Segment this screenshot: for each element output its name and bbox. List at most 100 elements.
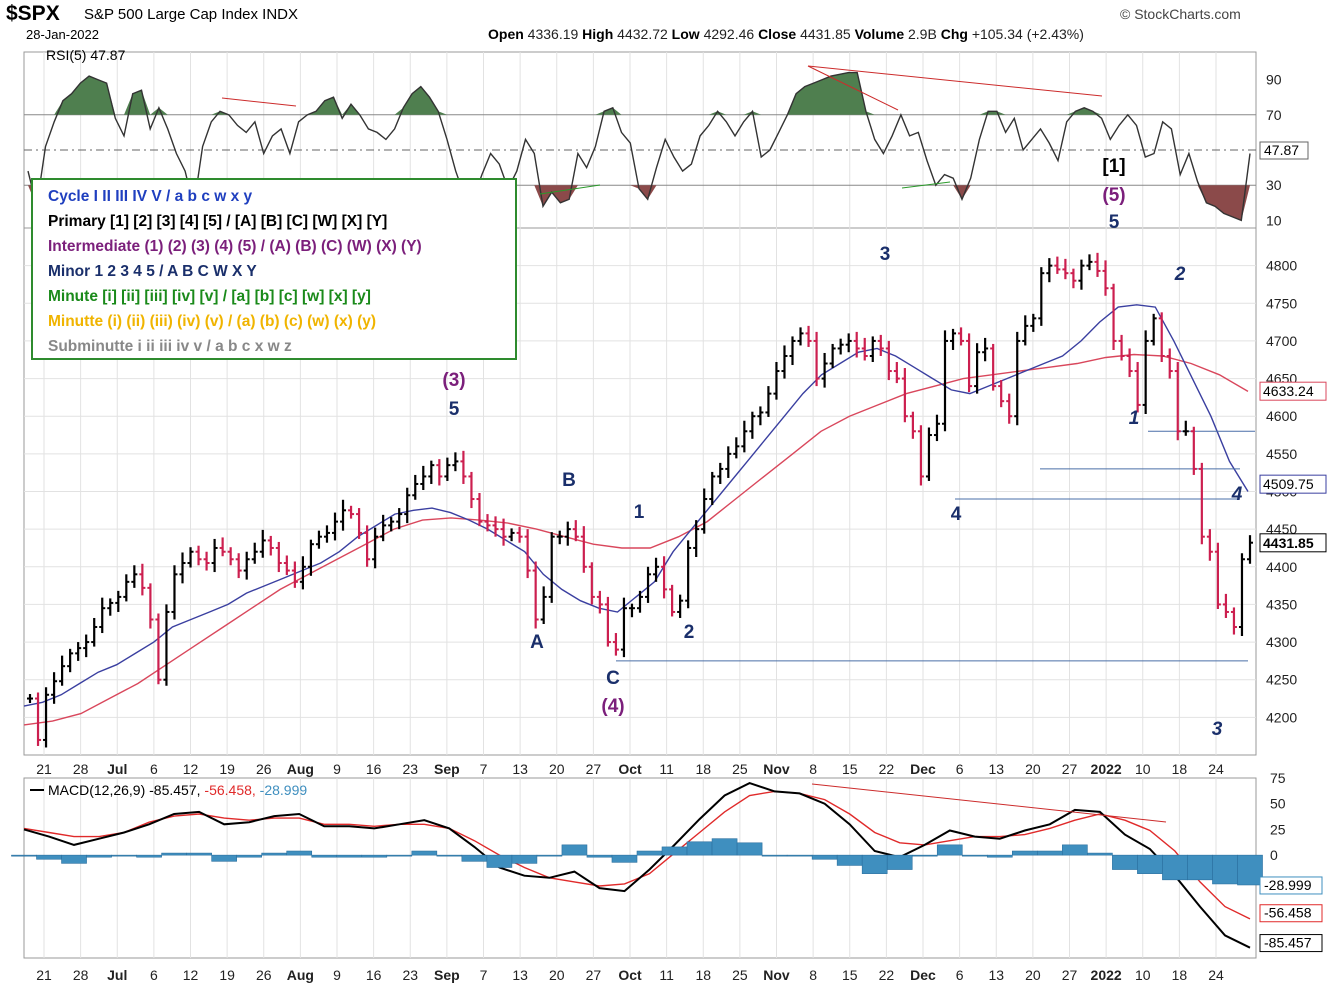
x-tick-label: 7: [480, 761, 488, 777]
x-tick-label: 2022: [1091, 967, 1122, 983]
rsi-tick-label: 30: [1266, 177, 1282, 193]
macd-histogram-bar: [236, 854, 262, 858]
x-tick-label: 21: [36, 761, 52, 777]
low-label: Low: [671, 26, 700, 42]
wave-legend: Cycle I II III IV V / a b c w x y Primar…: [31, 178, 517, 360]
x-tick-label: Dec: [910, 967, 936, 983]
chg-label: Chg: [940, 26, 968, 42]
x-tick-label: 25: [732, 967, 748, 983]
x-tick-label: Sep: [434, 761, 460, 777]
x-tick-label: 22: [879, 967, 895, 983]
x-tick-label: 12: [183, 761, 199, 777]
x-tick-label: 16: [366, 761, 382, 777]
macd-histogram-bar: [636, 850, 663, 856]
wave-label: 5: [449, 399, 460, 420]
x-tick-label: 22: [879, 761, 895, 777]
x-tick-label: 27: [1062, 761, 1078, 777]
rsi-tick-label: 90: [1266, 72, 1282, 88]
x-tick-label: 26: [256, 967, 272, 983]
x-tick-label: 11: [659, 967, 674, 983]
chg-value: +105.34 (+2.43%): [971, 26, 1084, 42]
price-tag: 4633.24: [1263, 383, 1314, 399]
close-value: 4431.85: [800, 26, 851, 42]
legend-minutte: Minutte (i) (ii) (iii) (iv) (v) / (a) (b…: [48, 313, 377, 330]
macd-histogram-bar: [186, 852, 212, 856]
volume-label: Volume: [854, 26, 905, 42]
x-tick-label: 21: [36, 967, 52, 983]
wave-label: 2: [1174, 264, 1186, 285]
x-tick-label: 13: [512, 967, 528, 983]
x-tick-label: 6: [150, 761, 158, 777]
macd-histogram-bar: [1137, 854, 1163, 874]
wave-label: 4: [951, 504, 962, 525]
chart-date: 28-Jan-2022: [26, 27, 99, 42]
x-tick-label: 18: [695, 761, 711, 777]
macd-line: [23, 782, 1251, 949]
macd-histogram-bar: [386, 854, 413, 857]
x-tick-label: 13: [988, 967, 1004, 983]
macd-histogram-bar: [911, 854, 938, 857]
price-tick-label: 4600: [1266, 408, 1297, 424]
legend-minor: Minor 1 2 3 4 5 / A B C W X Y: [48, 263, 257, 280]
x-tick-label: 2022: [1091, 761, 1122, 777]
rsi-tick-label: 10: [1266, 212, 1282, 228]
x-tick-label: Dec: [910, 761, 936, 777]
x-tick-label: 13: [512, 761, 528, 777]
price-tick-label: 4400: [1266, 559, 1297, 575]
price-tick-label: 4200: [1266, 709, 1297, 725]
x-tick-label: Oct: [618, 967, 642, 983]
x-tick-label: 23: [402, 967, 418, 983]
macd-tick-label: 25: [1270, 821, 1286, 837]
macd-histogram-bar: [361, 854, 388, 858]
x-tick-label: 24: [1208, 967, 1224, 983]
rsi-line: [27, 71, 1251, 222]
macd-histogram-bar: [936, 844, 963, 856]
macd-tag-box: [1259, 876, 1323, 895]
x-tick-label: 11: [659, 761, 674, 777]
macd-histogram-bar: [1037, 850, 1063, 856]
legend-minute: Minute [i] [ii] [iii] [iv] [v] / [a] [b]…: [48, 288, 371, 305]
macd-tag-box: [1259, 934, 1323, 953]
x-tick-label: 20: [549, 761, 565, 777]
x-tick-label: 9: [333, 967, 341, 983]
x-tick-label: Aug: [287, 967, 314, 983]
macd-tag: -85.457: [1264, 935, 1312, 951]
macd-histogram-bar: [11, 854, 37, 857]
macd-histogram-bar: [411, 850, 438, 856]
macd-histogram-bar: [986, 854, 1013, 858]
x-tick-label: 10: [1135, 761, 1151, 777]
wave-label: 3: [1212, 719, 1223, 740]
x-tick-label: 18: [1172, 967, 1188, 983]
macd-frame: [23, 777, 1257, 959]
macd-histogram-bar: [161, 852, 187, 856]
macd-histogram-bar: [961, 854, 988, 857]
x-tick-label: 15: [842, 967, 858, 983]
macd-histogram-bar: [761, 854, 788, 857]
macd-signal-line: [23, 790, 1251, 920]
macd-histogram-bar: [686, 841, 713, 856]
legend-subminutte: Subminutte i ii iii iv v / a b c x w z: [48, 338, 292, 355]
x-tick-label: 27: [1062, 967, 1078, 983]
x-tick-label: Nov: [763, 967, 790, 983]
legend-intermediate: Intermediate (1) (2) (3) (4) (5) / (A) (…: [48, 238, 422, 255]
chart-lines: [23, 65, 1255, 949]
x-tick-label: 19: [219, 761, 235, 777]
macd-tag: -28.999: [1264, 877, 1312, 893]
macd-tick-label: 0: [1270, 847, 1278, 863]
x-tick-label: Jul: [107, 967, 127, 983]
macd-histogram-bar: [311, 854, 338, 858]
macd-histogram-bar: [861, 854, 888, 874]
price-tag-box: [1259, 381, 1327, 401]
x-tick-label: 27: [586, 761, 602, 777]
x-tick-label: 16: [366, 967, 382, 983]
x-tick-label: 25: [732, 761, 748, 777]
macd-histogram-bar: [1187, 854, 1213, 881]
x-tick-label: 6: [150, 967, 158, 983]
macd-histogram-bar: [1062, 844, 1088, 856]
macd-histogram-bar: [836, 854, 863, 866]
rsi-divergence: [221, 97, 297, 107]
open-value: 4336.19: [527, 26, 579, 42]
x-tick-label: 20: [549, 967, 565, 983]
low-value: 4292.46: [703, 26, 755, 42]
